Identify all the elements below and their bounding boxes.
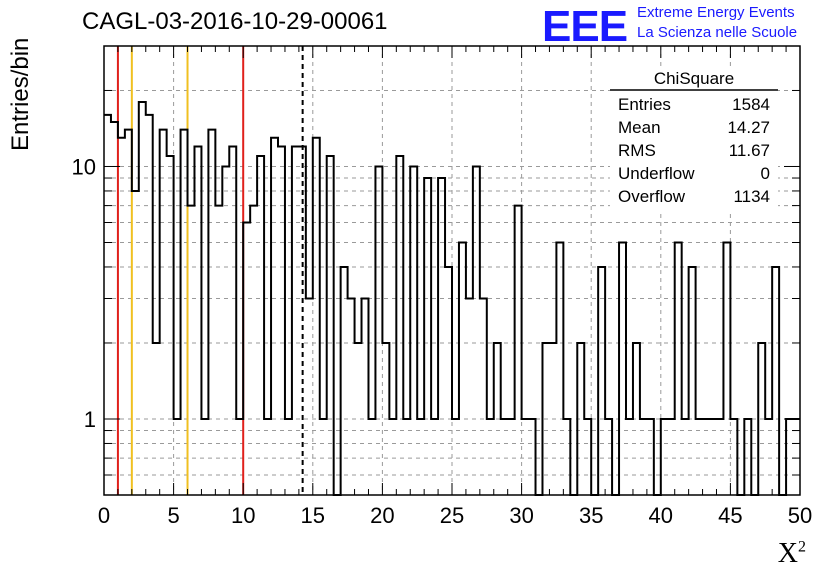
x-tick-label: 30	[509, 503, 533, 528]
stats-row-label: Mean	[618, 118, 661, 137]
x-axis-label-sup: 2	[798, 538, 806, 556]
eee-logo: EEE	[542, 2, 628, 51]
stats-row-label: Underflow	[618, 164, 695, 183]
x-tick-label: 40	[649, 503, 673, 528]
x-tick-label: 25	[440, 503, 464, 528]
x-tick-label: 10	[231, 503, 255, 528]
stats-row-value: 0	[761, 164, 770, 183]
x-tick-label: 20	[370, 503, 394, 528]
y-tick-label: 10	[72, 154, 96, 179]
stats-box	[610, 68, 778, 210]
stats-row-value: 1584	[732, 95, 770, 114]
stats-row-label: Entries	[618, 95, 671, 114]
stats-row-value: 11.67	[729, 141, 770, 160]
x-tick-label: 45	[718, 503, 742, 528]
stats-row-label: RMS	[618, 141, 656, 160]
x-tick-label: 5	[167, 503, 179, 528]
x-axis-label-text: X	[777, 538, 798, 569]
stats-title: ChiSquare	[654, 69, 734, 88]
logo-line-1: Extreme Energy Events	[637, 4, 795, 21]
x-tick-label: 0	[98, 503, 110, 528]
stats-row-label: Overflow	[618, 187, 686, 206]
x-axis-label: X2	[778, 538, 806, 570]
plot-title: CAGL-03-2016-10-29-00061	[82, 8, 388, 35]
stats-row-value: 1134	[733, 187, 770, 206]
y-tick-label: 1	[84, 407, 96, 432]
logo-line-2: La Scienza nelle Scuole	[637, 24, 798, 41]
x-tick-label: 35	[579, 503, 603, 528]
x-tick-label: 15	[301, 503, 325, 528]
histogram-series	[104, 101, 800, 496]
stats-row-value: 14.27	[727, 118, 770, 137]
x-tick-label: 50	[788, 503, 812, 528]
